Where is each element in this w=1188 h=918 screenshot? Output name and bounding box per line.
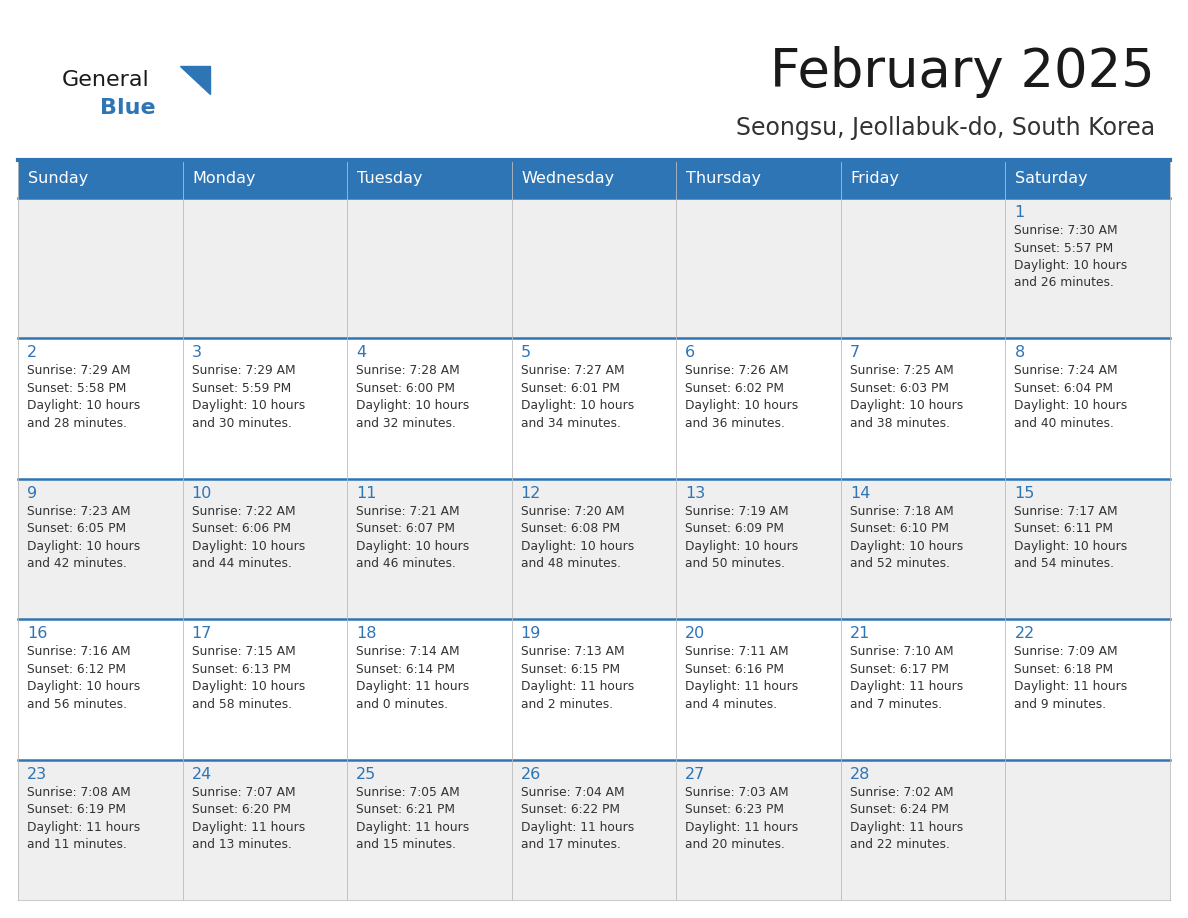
Text: Sunrise: 7:15 AM
Sunset: 6:13 PM
Daylight: 10 hours
and 58 minutes.: Sunrise: 7:15 AM Sunset: 6:13 PM Dayligh… <box>191 645 305 711</box>
Text: Sunrise: 7:14 AM
Sunset: 6:14 PM
Daylight: 11 hours
and 0 minutes.: Sunrise: 7:14 AM Sunset: 6:14 PM Dayligh… <box>356 645 469 711</box>
Text: Sunrise: 7:03 AM
Sunset: 6:23 PM
Daylight: 11 hours
and 20 minutes.: Sunrise: 7:03 AM Sunset: 6:23 PM Dayligh… <box>685 786 798 851</box>
Text: Sunrise: 7:10 AM
Sunset: 6:17 PM
Daylight: 11 hours
and 7 minutes.: Sunrise: 7:10 AM Sunset: 6:17 PM Dayligh… <box>849 645 963 711</box>
Text: 25: 25 <box>356 767 377 781</box>
Text: 1: 1 <box>1015 205 1025 220</box>
Text: 9: 9 <box>27 486 37 501</box>
Text: 12: 12 <box>520 486 541 501</box>
Text: 17: 17 <box>191 626 211 641</box>
Text: Sunrise: 7:28 AM
Sunset: 6:00 PM
Daylight: 10 hours
and 32 minutes.: Sunrise: 7:28 AM Sunset: 6:00 PM Dayligh… <box>356 364 469 430</box>
Text: Blue: Blue <box>100 98 156 118</box>
Text: February 2025: February 2025 <box>770 46 1155 98</box>
Text: Sunrise: 7:22 AM
Sunset: 6:06 PM
Daylight: 10 hours
and 44 minutes.: Sunrise: 7:22 AM Sunset: 6:06 PM Dayligh… <box>191 505 305 570</box>
Text: 26: 26 <box>520 767 541 781</box>
Text: Sunday: Sunday <box>29 172 88 186</box>
Text: 16: 16 <box>27 626 48 641</box>
Text: Wednesday: Wednesday <box>522 172 615 186</box>
Text: 27: 27 <box>685 767 706 781</box>
Text: Sunrise: 7:29 AM
Sunset: 5:59 PM
Daylight: 10 hours
and 30 minutes.: Sunrise: 7:29 AM Sunset: 5:59 PM Dayligh… <box>191 364 305 430</box>
Text: Sunrise: 7:17 AM
Sunset: 6:11 PM
Daylight: 10 hours
and 54 minutes.: Sunrise: 7:17 AM Sunset: 6:11 PM Dayligh… <box>1015 505 1127 570</box>
FancyBboxPatch shape <box>18 198 1170 339</box>
Text: Sunrise: 7:20 AM
Sunset: 6:08 PM
Daylight: 10 hours
and 48 minutes.: Sunrise: 7:20 AM Sunset: 6:08 PM Dayligh… <box>520 505 634 570</box>
FancyBboxPatch shape <box>18 759 1170 900</box>
Text: Sunrise: 7:27 AM
Sunset: 6:01 PM
Daylight: 10 hours
and 34 minutes.: Sunrise: 7:27 AM Sunset: 6:01 PM Dayligh… <box>520 364 634 430</box>
Text: 18: 18 <box>356 626 377 641</box>
FancyBboxPatch shape <box>18 160 1170 198</box>
Text: Seongsu, Jeollabuk-do, South Korea: Seongsu, Jeollabuk-do, South Korea <box>735 116 1155 140</box>
Text: 24: 24 <box>191 767 211 781</box>
Text: 2: 2 <box>27 345 37 361</box>
Text: Sunrise: 7:04 AM
Sunset: 6:22 PM
Daylight: 11 hours
and 17 minutes.: Sunrise: 7:04 AM Sunset: 6:22 PM Dayligh… <box>520 786 634 851</box>
Text: 23: 23 <box>27 767 48 781</box>
Text: Sunrise: 7:09 AM
Sunset: 6:18 PM
Daylight: 11 hours
and 9 minutes.: Sunrise: 7:09 AM Sunset: 6:18 PM Dayligh… <box>1015 645 1127 711</box>
Text: Sunrise: 7:18 AM
Sunset: 6:10 PM
Daylight: 10 hours
and 52 minutes.: Sunrise: 7:18 AM Sunset: 6:10 PM Dayligh… <box>849 505 963 570</box>
Text: Sunrise: 7:30 AM
Sunset: 5:57 PM
Daylight: 10 hours
and 26 minutes.: Sunrise: 7:30 AM Sunset: 5:57 PM Dayligh… <box>1015 224 1127 289</box>
Text: 13: 13 <box>685 486 706 501</box>
Text: 3: 3 <box>191 345 202 361</box>
Text: 6: 6 <box>685 345 695 361</box>
Text: 28: 28 <box>849 767 871 781</box>
Text: Tuesday: Tuesday <box>358 172 423 186</box>
Text: 19: 19 <box>520 626 541 641</box>
Text: Sunrise: 7:02 AM
Sunset: 6:24 PM
Daylight: 11 hours
and 22 minutes.: Sunrise: 7:02 AM Sunset: 6:24 PM Dayligh… <box>849 786 963 851</box>
Text: Sunrise: 7:21 AM
Sunset: 6:07 PM
Daylight: 10 hours
and 46 minutes.: Sunrise: 7:21 AM Sunset: 6:07 PM Dayligh… <box>356 505 469 570</box>
Text: 20: 20 <box>685 626 706 641</box>
Text: Friday: Friday <box>851 172 899 186</box>
Text: Thursday: Thursday <box>687 172 762 186</box>
Text: 7: 7 <box>849 345 860 361</box>
Text: Sunrise: 7:24 AM
Sunset: 6:04 PM
Daylight: 10 hours
and 40 minutes.: Sunrise: 7:24 AM Sunset: 6:04 PM Dayligh… <box>1015 364 1127 430</box>
Text: Sunrise: 7:19 AM
Sunset: 6:09 PM
Daylight: 10 hours
and 50 minutes.: Sunrise: 7:19 AM Sunset: 6:09 PM Dayligh… <box>685 505 798 570</box>
Text: Sunrise: 7:05 AM
Sunset: 6:21 PM
Daylight: 11 hours
and 15 minutes.: Sunrise: 7:05 AM Sunset: 6:21 PM Dayligh… <box>356 786 469 851</box>
Text: Monday: Monday <box>192 172 257 186</box>
Text: 11: 11 <box>356 486 377 501</box>
Text: Sunrise: 7:11 AM
Sunset: 6:16 PM
Daylight: 11 hours
and 4 minutes.: Sunrise: 7:11 AM Sunset: 6:16 PM Dayligh… <box>685 645 798 711</box>
FancyBboxPatch shape <box>18 479 1170 620</box>
Text: Sunrise: 7:23 AM
Sunset: 6:05 PM
Daylight: 10 hours
and 42 minutes.: Sunrise: 7:23 AM Sunset: 6:05 PM Dayligh… <box>27 505 140 570</box>
Text: 14: 14 <box>849 486 871 501</box>
Text: 5: 5 <box>520 345 531 361</box>
Text: Sunrise: 7:16 AM
Sunset: 6:12 PM
Daylight: 10 hours
and 56 minutes.: Sunrise: 7:16 AM Sunset: 6:12 PM Dayligh… <box>27 645 140 711</box>
Text: General: General <box>62 70 150 90</box>
FancyBboxPatch shape <box>18 339 1170 479</box>
Text: 21: 21 <box>849 626 871 641</box>
Text: Sunrise: 7:13 AM
Sunset: 6:15 PM
Daylight: 11 hours
and 2 minutes.: Sunrise: 7:13 AM Sunset: 6:15 PM Dayligh… <box>520 645 634 711</box>
Text: 22: 22 <box>1015 626 1035 641</box>
Text: 10: 10 <box>191 486 211 501</box>
Text: 8: 8 <box>1015 345 1025 361</box>
Polygon shape <box>181 66 210 94</box>
Text: Sunrise: 7:26 AM
Sunset: 6:02 PM
Daylight: 10 hours
and 36 minutes.: Sunrise: 7:26 AM Sunset: 6:02 PM Dayligh… <box>685 364 798 430</box>
Text: Sunrise: 7:07 AM
Sunset: 6:20 PM
Daylight: 11 hours
and 13 minutes.: Sunrise: 7:07 AM Sunset: 6:20 PM Dayligh… <box>191 786 305 851</box>
Text: 15: 15 <box>1015 486 1035 501</box>
Text: Sunrise: 7:25 AM
Sunset: 6:03 PM
Daylight: 10 hours
and 38 minutes.: Sunrise: 7:25 AM Sunset: 6:03 PM Dayligh… <box>849 364 963 430</box>
Text: Sunrise: 7:29 AM
Sunset: 5:58 PM
Daylight: 10 hours
and 28 minutes.: Sunrise: 7:29 AM Sunset: 5:58 PM Dayligh… <box>27 364 140 430</box>
Text: 4: 4 <box>356 345 366 361</box>
Text: Saturday: Saturday <box>1016 172 1088 186</box>
FancyBboxPatch shape <box>18 620 1170 759</box>
Text: Sunrise: 7:08 AM
Sunset: 6:19 PM
Daylight: 11 hours
and 11 minutes.: Sunrise: 7:08 AM Sunset: 6:19 PM Dayligh… <box>27 786 140 851</box>
